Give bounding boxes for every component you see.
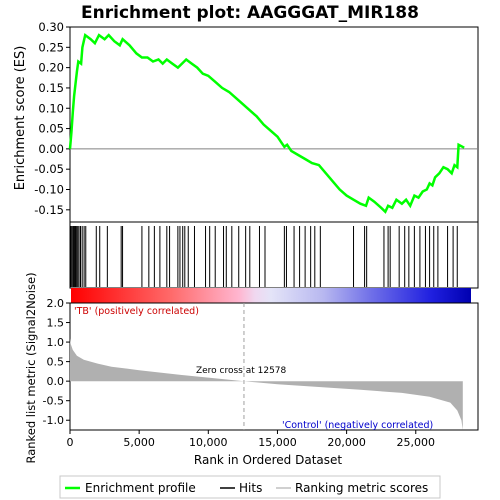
metric-y-tick-label: 1.0 bbox=[47, 336, 65, 349]
x-tick-label: 20,000 bbox=[327, 436, 366, 449]
ranking-metric-area bbox=[70, 338, 463, 430]
hits-panel bbox=[69, 221, 479, 289]
metric-y-tick-label: 2.0 bbox=[47, 297, 65, 310]
legend-ranking-label: Ranking metric scores bbox=[295, 481, 428, 495]
es-y-tick-label: 0.15 bbox=[38, 81, 64, 95]
es-y-tick-label: -0.05 bbox=[34, 162, 64, 176]
metric-y-axis: -1.0 -0.5 0.0 0.5 1.0 1.5 2.0 bbox=[43, 297, 70, 427]
x-tick-label: 10,000 bbox=[189, 436, 228, 449]
es-y-axis-label: Enrichment score (ES) bbox=[13, 46, 28, 191]
es-y-axis: -0.15 -0.10 -0.05 0.00 0.05 0.10 0.15 0.20 0.25 0… bbox=[34, 20, 70, 217]
es-y-tick-label: 0.25 bbox=[38, 40, 64, 54]
es-y-tick-label: 0.30 bbox=[38, 20, 64, 34]
metric-plot-area bbox=[69, 302, 479, 431]
es-y-tick-label: -0.10 bbox=[34, 183, 64, 197]
positive-correlated-label: 'TB' (positively correlated) bbox=[74, 306, 199, 317]
x-tick-label: 0 bbox=[67, 436, 74, 449]
x-tick-label: 5,000 bbox=[123, 436, 155, 449]
hit-markers bbox=[70, 226, 458, 287]
x-axis-label: Rank in Ordered Dataset bbox=[194, 453, 342, 467]
rank-color-bar bbox=[71, 288, 471, 303]
es-y-tick-label: 0.05 bbox=[38, 122, 64, 136]
negative-correlated-label: 'Control' (negatively correlated) bbox=[282, 420, 433, 431]
enrichment-profile-line bbox=[68, 32, 465, 214]
es-y-tick-label: 0.20 bbox=[38, 61, 64, 75]
metric-y-axis-label: Ranked list metric (Signal2Noise) bbox=[24, 272, 38, 463]
metric-y-tick-label: 0.5 bbox=[47, 356, 65, 369]
metric-y-tick-label: -1.0 bbox=[43, 414, 64, 427]
legend-box bbox=[59, 475, 441, 499]
chart-title: Enrichment plot: AAGGGAT_MIR188 bbox=[81, 3, 419, 23]
metric-y-tick-label: 1.5 bbox=[47, 317, 65, 330]
zero-cross-label: Zero cross at 12578 bbox=[196, 366, 287, 376]
x-tick-label: 15,000 bbox=[258, 436, 297, 449]
metric-y-tick-label: -0.5 bbox=[43, 395, 64, 408]
legend-hits-label: Hits bbox=[239, 481, 262, 495]
es-y-tick-label: -0.15 bbox=[34, 203, 64, 217]
metric-x-axis: 0 5,000 10,000 15,000 20,000 25,000 bbox=[67, 430, 436, 449]
es-y-tick-label: 0.10 bbox=[38, 101, 64, 115]
metric-y-tick-label: 0.0 bbox=[47, 375, 65, 388]
x-tick-label: 25,000 bbox=[397, 436, 436, 449]
legend-enrichment-label: Enrichment profile bbox=[85, 481, 196, 495]
es-y-tick-label: 0.00 bbox=[38, 142, 64, 156]
es-plot-area bbox=[69, 26, 479, 223]
